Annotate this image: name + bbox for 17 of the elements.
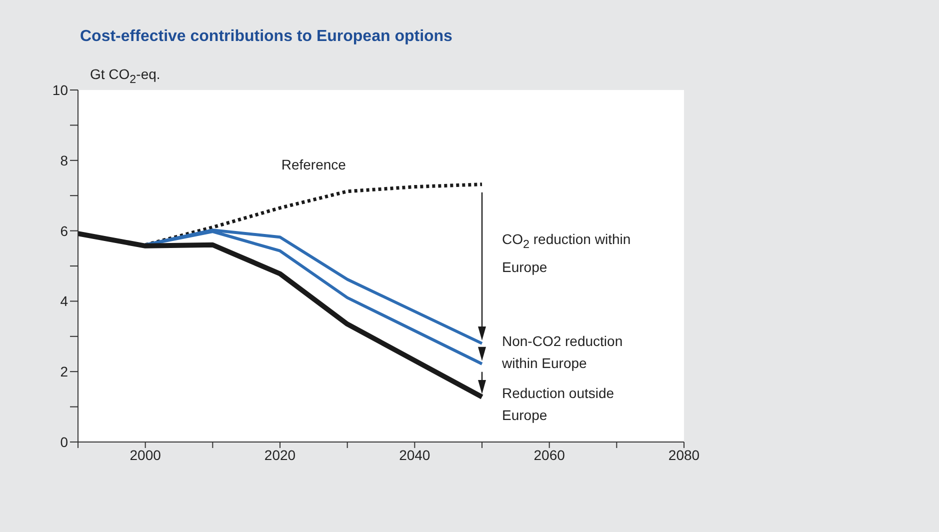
y-tick-label: 6: [60, 222, 68, 239]
y-tick-label: 10: [52, 82, 68, 98]
annotation: CO$_{2}$ reduction within Europe: [502, 230, 632, 277]
x-tick-label: 2040: [399, 446, 430, 463]
annotation: Reduction outside Europe: [502, 384, 616, 425]
y-tick-label: 8: [60, 152, 68, 168]
y-axis-title: Gt CO$_{2}$-eq.: [90, 66, 160, 86]
annotation: Non-CO2 reduction within Europe: [502, 332, 624, 373]
x-tick-label: 2020: [264, 446, 296, 463]
y-tick-label: 4: [60, 293, 68, 310]
y-tick-label: 0: [60, 434, 68, 450]
chart-title: Cost-effective contributions to European options: [80, 28, 452, 46]
y-tick-label: 2: [60, 364, 68, 380]
x-tick-label: 2000: [130, 446, 162, 463]
series-label: Reference: [281, 156, 346, 172]
x-tick-label: 2060: [534, 446, 566, 463]
x-tick-label: 2080: [668, 446, 700, 463]
